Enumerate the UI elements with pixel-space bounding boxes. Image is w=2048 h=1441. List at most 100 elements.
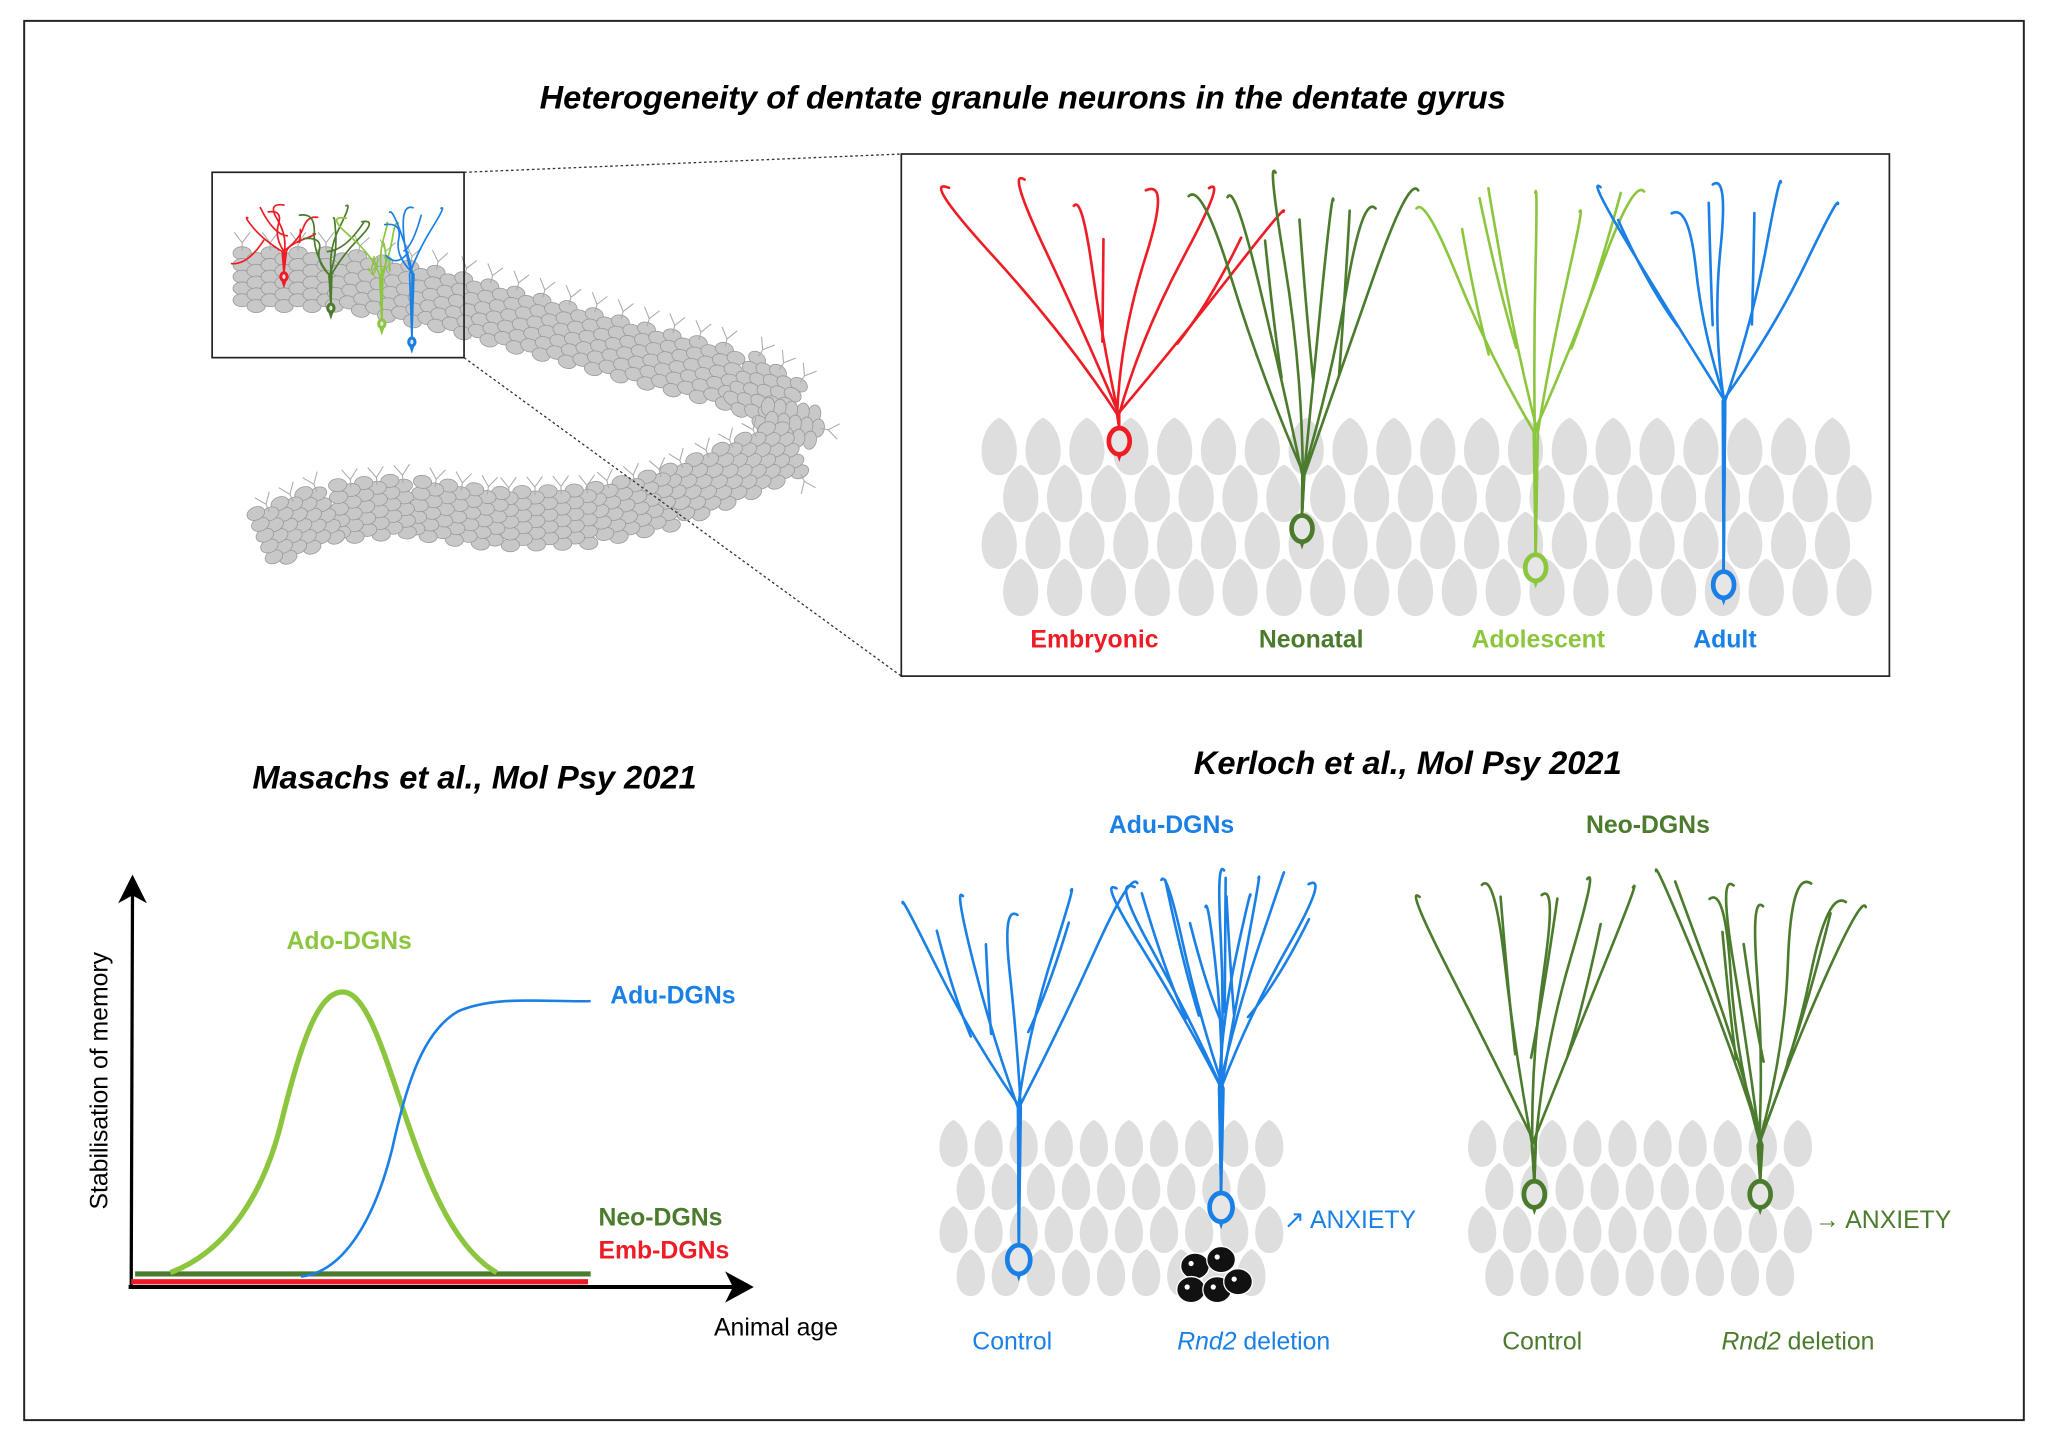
adu-deletion-label: Rnd2 deletion <box>1177 1329 1330 1356</box>
granule-cell <box>1222 558 1258 617</box>
axon-hillock <box>1299 541 1305 550</box>
granule-cell <box>1044 1206 1073 1254</box>
granule-cell <box>1420 511 1456 570</box>
dendrite <box>281 216 319 274</box>
dendrite <box>1110 885 1223 1195</box>
cell-clump-icon <box>1176 1245 1254 1304</box>
adu-label: Adu-DGNs <box>610 983 735 1010</box>
dendrite-branch <box>1707 201 1714 327</box>
granule-cell <box>1332 511 1368 570</box>
granule-cell <box>1730 1249 1760 1297</box>
granule-cell <box>1485 558 1521 617</box>
zoom-line-bottom <box>463 357 902 677</box>
granule-cell <box>1639 511 1675 570</box>
figure-title: Heterogeneity of dentate granule neurons… <box>540 78 1506 115</box>
granule-cell <box>1026 1249 1056 1297</box>
granule-cell <box>1727 511 1763 570</box>
dendrite-branch <box>298 228 302 244</box>
granule-cell <box>1061 1162 1091 1210</box>
dendrite <box>1217 893 1252 1195</box>
granule-cell <box>1836 464 1872 523</box>
neuron-neonatal <box>1187 169 1420 550</box>
granule-cell <box>1678 1206 1707 1254</box>
molecular-dendrite <box>578 474 596 494</box>
dendrite <box>1226 194 1304 517</box>
dendrite <box>1414 894 1538 1183</box>
adu-rnd2-deletion-neuron <box>1110 867 1317 1230</box>
granule-cell <box>1044 1119 1073 1167</box>
molecular-dendrite <box>233 232 251 251</box>
ado-label: Ado-DGNs <box>287 928 412 955</box>
inset-neuron-embryonic <box>230 203 319 289</box>
granule-cell <box>1639 417 1675 476</box>
granule-cell <box>1420 417 1456 476</box>
granule-cell <box>1695 1162 1724 1210</box>
granule-cell <box>1332 417 1368 476</box>
granule-cell <box>1255 1119 1284 1167</box>
granule-cell <box>1485 1249 1514 1297</box>
granule-cell <box>1792 464 1828 523</box>
granule-cell <box>956 1162 985 1210</box>
ado-curve <box>169 989 498 1276</box>
soma <box>377 318 387 330</box>
molecular-dendrite <box>367 466 384 486</box>
granule-cell <box>1792 558 1828 617</box>
granule-cell <box>1167 1162 1196 1210</box>
ectopic-cell <box>1223 1268 1254 1296</box>
dendrite <box>402 206 414 339</box>
granule-cell <box>1441 464 1477 523</box>
dendrite <box>1115 187 1160 430</box>
molecular-dendrite <box>429 467 446 488</box>
granule-cell <box>1134 464 1170 523</box>
granule-cell <box>1132 1162 1161 1210</box>
granule-cell <box>1255 1206 1284 1254</box>
molecular-dendrite <box>799 362 817 383</box>
dendrite <box>1117 185 1216 430</box>
molecular-dendrite <box>800 473 816 495</box>
dendrite-branch <box>1337 209 1352 377</box>
dendrite-branch <box>259 206 289 237</box>
granule-cell <box>1595 417 1631 476</box>
granule-cell <box>1464 417 1500 476</box>
granule-cell <box>1025 511 1061 570</box>
granule-cell <box>939 1119 968 1167</box>
granule-cell <box>1157 511 1193 570</box>
inset-neuron-adult <box>383 206 444 354</box>
granule-cell <box>1468 1119 1497 1167</box>
dendrite <box>1708 896 1762 1183</box>
inset-neuron-neonatal <box>298 204 371 320</box>
granule-cell <box>1096 1249 1126 1297</box>
granule-cell <box>1836 558 1872 617</box>
inset-box <box>211 171 465 359</box>
dendrite <box>379 221 389 321</box>
molecular-dendrite <box>820 423 841 440</box>
granule-cell <box>1003 464 1039 523</box>
dendrite-branch <box>1223 876 1227 1014</box>
dendrite <box>245 216 285 274</box>
granule-cell <box>1695 1249 1724 1297</box>
granule-cell <box>1608 1119 1637 1167</box>
dendrite <box>383 223 415 339</box>
dendrite <box>1724 882 1762 1183</box>
granule-cell <box>1069 417 1105 476</box>
granule-cell <box>1551 417 1587 476</box>
granule-cell <box>1397 558 1434 617</box>
dendrite <box>388 211 414 339</box>
molecular-dendrite <box>717 427 734 448</box>
dendrite-branch <box>1478 196 1518 350</box>
granule-cell <box>1134 558 1170 617</box>
cell-highlight <box>1231 1276 1237 1282</box>
dendrite-branch <box>1101 237 1105 343</box>
granule-cell <box>1090 558 1127 617</box>
granule-cell <box>1678 1119 1707 1167</box>
cell-highlight <box>1214 1254 1220 1260</box>
granule-cell <box>1185 1119 1214 1167</box>
dendrite-branch <box>1263 239 1283 379</box>
granule-cell <box>1310 464 1346 523</box>
dendrite-branch <box>1188 921 1224 1027</box>
granule-cell <box>1026 1162 1056 1210</box>
molecular-dendrite <box>341 468 358 488</box>
granule-cell <box>1061 1249 1091 1297</box>
granule-cell <box>1237 1162 1266 1210</box>
